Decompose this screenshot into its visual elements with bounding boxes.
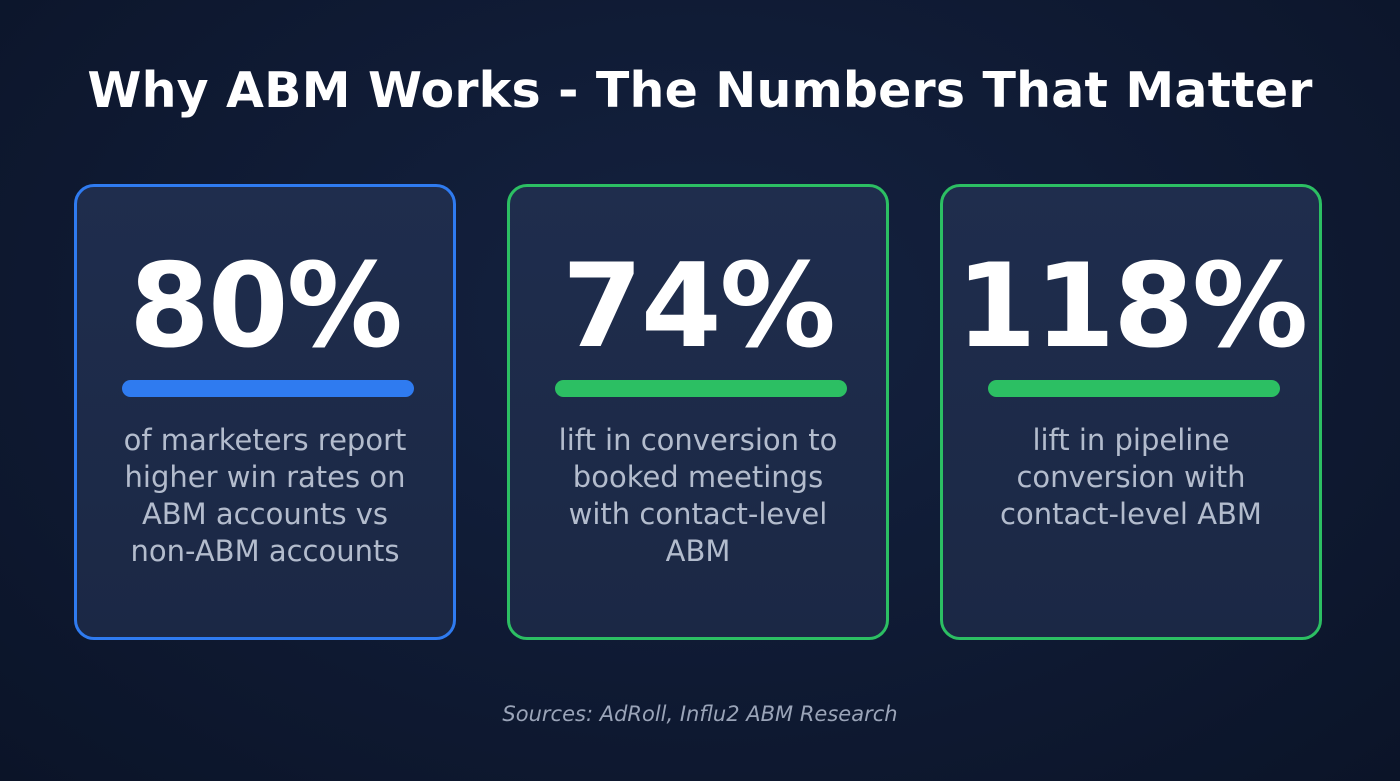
accent-bar [988,380,1280,397]
stat-card-pipeline-conversion: 118% lift in pipeline conversion with co… [940,184,1322,640]
sources-footnote: Sources: AdRoll, Influ2 ABM Research [502,702,898,726]
page-title: Why ABM Works - The Numbers That Matter [87,62,1313,119]
stat-card-booked-meetings: 74% lift in conversion to booked meeting… [507,184,889,640]
stat-description: lift in pipeline conversion with contact… [1000,423,1262,531]
stat-description: of marketers report higher win rates on … [123,423,407,568]
stat-value: 80% [129,239,403,374]
stat-value: 118% [955,239,1308,374]
stat-description: lift in conversion to booked meetings wi… [558,423,838,568]
accent-bar [122,380,414,397]
accent-bar [555,380,847,397]
stat-value: 74% [562,239,836,374]
stat-card-win-rates: 80% of marketers report higher win rates… [74,184,456,640]
